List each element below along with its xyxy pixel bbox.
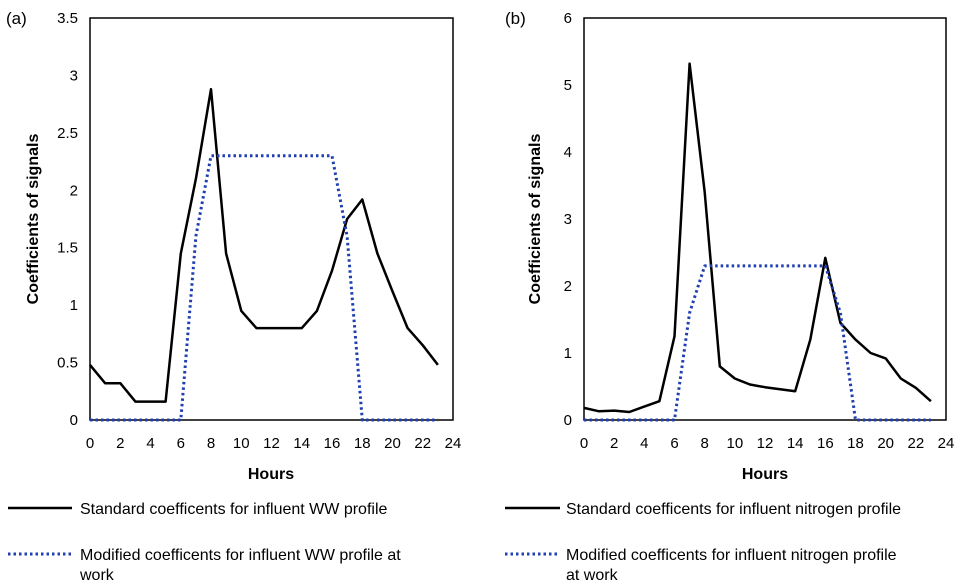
legend-a-modified-label-line2: work bbox=[79, 567, 115, 584]
panel-a-x-axis-title: Hours bbox=[248, 466, 294, 483]
panel-a-x-tick-label: 2 bbox=[116, 435, 124, 452]
panel-b-x-tick-label: 14 bbox=[787, 435, 804, 452]
panel-b-y-tick-label: 6 bbox=[564, 10, 572, 27]
panel-b-series-modified-line bbox=[584, 264, 931, 422]
panel-a-ticks: 00.511.522.533.50 2 4 6 8 10 12 14 16 18 20 22 24 bbox=[57, 10, 461, 452]
panel-b-x-tick-label: 18 bbox=[847, 435, 864, 452]
panel-a-y-axis-title: Coefficients of signals bbox=[25, 134, 42, 305]
panel-a-x-tick-label: 10 bbox=[233, 435, 250, 452]
legend-a-standard-label: Standard coefficents for influent WW pro… bbox=[80, 501, 388, 518]
panel-a-y-tick-label: 1.5 bbox=[57, 240, 78, 257]
panel-a-series-standard-line bbox=[89, 87, 439, 403]
panel-b-marks bbox=[583, 17, 947, 422]
panel-a-series-modified-line bbox=[90, 154, 438, 422]
legend-b-standard-label: Standard coefficents for influent nitrog… bbox=[566, 501, 901, 518]
panel-b-x-tick-label: 16 bbox=[817, 435, 834, 452]
panel-a-y-tick-label: 2 bbox=[70, 182, 78, 199]
panel-b-x-tick-label: 20 bbox=[877, 435, 894, 452]
panel-b-x-tick-label: 12 bbox=[757, 435, 774, 452]
panel-a-x-tick-label: 20 bbox=[384, 435, 401, 452]
panel-a-plot-frame bbox=[89, 17, 454, 421]
legend-b-modified-label-line1: Modified coefficents for influent nitrog… bbox=[566, 547, 897, 564]
panel-a-y-tick-label: 2.5 bbox=[57, 125, 78, 142]
panel-a-x-tick-label: 12 bbox=[263, 435, 280, 452]
panel-a-y-tick-label: 0 bbox=[70, 412, 78, 429]
panel-a-x-tick-label: 6 bbox=[177, 435, 185, 452]
panel-a-x-tick-label: 14 bbox=[293, 435, 310, 452]
panel-b-x-tick-label: 22 bbox=[907, 435, 924, 452]
panel-b-x-tick-label: 8 bbox=[700, 435, 708, 452]
panel-a-marks bbox=[89, 17, 454, 422]
panel-b-y-tick-label: 4 bbox=[564, 144, 572, 161]
panel-b-x-axis-title: Hours bbox=[742, 466, 788, 483]
panel-a-x-tick-label: 0 bbox=[86, 435, 94, 452]
panel-b-series-standard-line bbox=[583, 62, 932, 414]
panel-b-y-tick-label: 1 bbox=[564, 345, 572, 362]
panel-b-plot-frame bbox=[583, 17, 947, 421]
panel-a-x-tick-label: 16 bbox=[324, 435, 341, 452]
panel-a: (a) Coefficients of signals Hours 0 0.5 1 1… bbox=[6, 9, 461, 483]
panel-b-x-tick-label: 10 bbox=[726, 435, 743, 452]
panel-a-x-tick-label: 24 bbox=[445, 435, 462, 452]
panel-b-y-tick-label: 0 bbox=[564, 412, 572, 429]
panel-b-y-tick-label: 3 bbox=[564, 211, 572, 228]
panel-b-y-axis-title: Coefficients of signals bbox=[527, 134, 544, 305]
panel-b-x-tick-label: 0 bbox=[580, 435, 588, 452]
panel-a-label: (a) bbox=[6, 9, 27, 28]
panel-a-y-tick-label: 1 bbox=[70, 297, 78, 314]
panel-b-x-tick-label: 2 bbox=[610, 435, 618, 452]
panel-b-y-tick-label: 5 bbox=[564, 77, 572, 94]
panel-a-y-tick-label: 0.5 bbox=[57, 355, 78, 372]
legend-a-modified-label-line1: Modified coefficents for influent WW pro… bbox=[80, 547, 401, 564]
panel-a-x-tick-label: 22 bbox=[414, 435, 431, 452]
panel-a-x-tick-label: 4 bbox=[146, 435, 154, 452]
panel-a-x-tick-label: 18 bbox=[354, 435, 371, 452]
panel-b-x-tick-label: 4 bbox=[640, 435, 648, 452]
panel-a-y-tick-label: 3.5 bbox=[57, 10, 78, 27]
panel-b-x-tick-label: 24 bbox=[938, 435, 955, 452]
panel-b-x-tick-label: 6 bbox=[670, 435, 678, 452]
panel-a-y-tick-label: 3 bbox=[70, 67, 78, 84]
panel-a-x-tick-label: 8 bbox=[207, 435, 215, 452]
panel-b-y-tick-label: 2 bbox=[564, 278, 572, 295]
legend-a: Standard coefficents for influent WW pro… bbox=[8, 501, 401, 584]
panel-b-label: (b) bbox=[505, 9, 526, 28]
legend-b: Standard coefficents for influent nitrog… bbox=[505, 501, 901, 584]
panel-b: (b) Coefficients of signals Hours 012345… bbox=[505, 9, 954, 483]
legend-b-modified-label-line2: at work bbox=[566, 567, 619, 584]
